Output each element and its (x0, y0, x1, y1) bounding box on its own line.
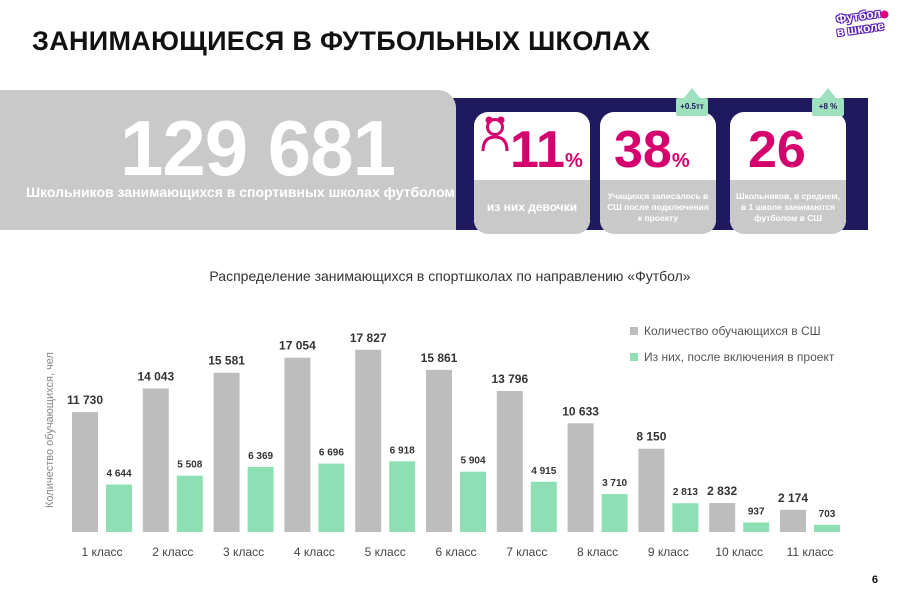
x-tick-label-9: 9 класс (648, 545, 689, 559)
stat-value-average: 26 (748, 122, 806, 178)
bar-project-3 (247, 466, 274, 532)
total-caption: Школьников занимающихся в спортивных шко… (26, 184, 455, 200)
x-tick-label-2: 2 класс (152, 545, 193, 559)
bar-project-2 (176, 475, 203, 532)
data-label-project-4: 6 696 (319, 448, 344, 459)
legend-label-total: Количество обучающихся в СШ (644, 324, 821, 338)
data-label-project-10: 937 (748, 506, 765, 517)
x-tick-label-4: 4 класс (294, 545, 335, 559)
x-tick-label-10: 10 класс (715, 545, 763, 559)
stat-girls-unit: % (564, 150, 583, 172)
bar-project-11 (814, 524, 840, 532)
bar-project-6 (460, 471, 486, 532)
stat-card-girls: 11% из них девочки (474, 112, 590, 234)
total-number: 129 681 (120, 104, 396, 192)
stat-card-enrolled: 38% Учащихся записалось в СШ после подкл… (600, 112, 716, 234)
x-tick-label-11: 11 класс (787, 545, 834, 559)
stat-enrolled-value: 38 (614, 121, 672, 179)
legend-label-project: Из них, после включения в проект (644, 350, 835, 364)
x-tick-label-6: 6 класс (435, 545, 476, 559)
bar-total-7 (496, 390, 523, 532)
stat-girls-value: 11 (510, 121, 565, 179)
bar-project-8 (601, 494, 628, 532)
bar-total-11 (780, 509, 806, 532)
data-label-project-8: 3 710 (602, 478, 627, 489)
bar-total-5 (355, 349, 382, 532)
bar-total-4 (284, 357, 311, 532)
data-label-total-2: 14 043 (137, 369, 174, 383)
data-label-total-1: 11 730 (67, 393, 103, 407)
chart-legend: Количество обучающихся в СШ Из них, посл… (630, 318, 834, 370)
page-number: 6 (871, 574, 878, 586)
stat-enrolled-unit: % (671, 150, 690, 172)
data-label-total-8: 10 633 (562, 404, 599, 418)
stat-caption-average: Школьников, в среднем, в 1 школе занимаю… (730, 180, 846, 234)
data-label-total-9: 8 150 (636, 430, 666, 444)
data-label-total-4: 17 054 (279, 339, 316, 353)
x-tick-label-3: 3 класс (223, 545, 264, 559)
bar-total-9 (638, 448, 665, 532)
stat-value-enrolled: 38% (614, 122, 690, 189)
stat-average-value: 26 (748, 121, 806, 179)
bar-total-1 (72, 412, 98, 532)
data-label-total-10: 2 832 (707, 484, 737, 498)
bar-total-8 (567, 423, 594, 532)
bar-project-9 (672, 503, 699, 532)
x-tick-label-1: 1 класс (81, 545, 122, 559)
bar-project-5 (389, 461, 416, 532)
stat-caption-enrolled: Учащихся записалось в СШ после подключен… (600, 180, 716, 234)
data-label-project-5: 6 918 (390, 445, 415, 456)
x-tick-label-8: 8 класс (577, 545, 618, 559)
bar-project-4 (318, 463, 345, 532)
bar-total-2 (142, 388, 169, 532)
bar-total-3 (213, 372, 240, 532)
data-label-project-2: 5 508 (177, 460, 202, 471)
bar-project-7 (530, 481, 557, 532)
stat-value-girls: 11% (510, 122, 583, 189)
stat-card-average: 26 Школьников, в среднем, в 1 школе зани… (730, 112, 846, 234)
legend-item-total: Количество обучающихся в СШ (630, 318, 834, 344)
data-label-project-3: 6 369 (248, 451, 273, 462)
data-label-total-3: 15 581 (208, 354, 245, 368)
legend-swatch-project (630, 353, 638, 361)
data-label-total-7: 13 796 (491, 372, 528, 386)
chart-title: Распределение занимающихся в спортшколах… (209, 268, 691, 284)
data-label-total-5: 17 827 (350, 331, 387, 345)
bar-project-10 (743, 522, 770, 532)
data-label-project-6: 5 904 (460, 456, 485, 467)
stat-caption-girls: из них девочки (474, 180, 590, 234)
data-label-project-7: 4 915 (531, 466, 556, 477)
x-tick-label-5: 5 класс (365, 545, 406, 559)
badge-enrolled: +0.5тт (676, 88, 708, 116)
girl-icon (481, 116, 509, 152)
x-tick-label-7: 7 класс (506, 545, 547, 559)
legend-item-project: Из них, после включения в проект (630, 344, 834, 370)
data-label-project-9: 2 813 (673, 487, 698, 498)
data-label-total-6: 15 861 (421, 351, 458, 365)
legend-swatch-total (630, 327, 638, 335)
total-card (0, 90, 456, 230)
data-label-project-1: 4 644 (106, 469, 131, 480)
bar-project-1 (106, 484, 132, 532)
data-label-project-11: 703 (819, 509, 836, 520)
bar-total-10 (709, 503, 736, 532)
bar-total-6 (426, 369, 452, 532)
data-label-total-11: 2 174 (778, 491, 808, 505)
page-title: ЗАНИМАЮЩИЕСЯ В ФУТБОЛЬНЫХ ШКОЛАХ (32, 26, 651, 56)
badge-average: +8 % (812, 88, 844, 116)
